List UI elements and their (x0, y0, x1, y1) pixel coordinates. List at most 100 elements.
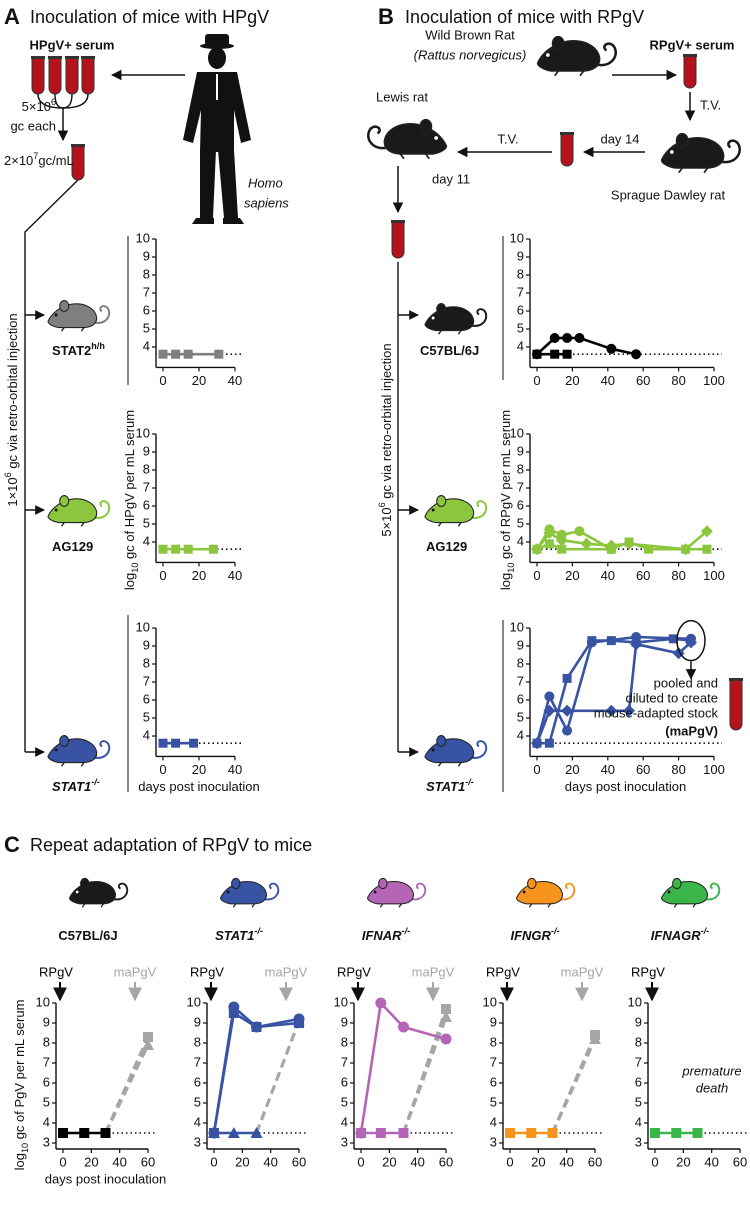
feet (673, 903, 697, 908)
y-tick-label: 7 (517, 284, 524, 299)
mouse-label: IFNAR-/- (362, 926, 410, 943)
y-axis-label-part: log (498, 573, 513, 590)
data-point (623, 704, 636, 717)
data-point (79, 1128, 90, 1138)
eye (431, 508, 435, 512)
data-point (58, 1128, 68, 1138)
data-point (208, 544, 218, 554)
data-point (631, 349, 642, 360)
x-tick-label: 20 (192, 373, 206, 388)
x-tick-label: 20 (565, 762, 579, 777)
data-point (562, 349, 572, 359)
panel-label: B (378, 4, 394, 29)
animal-icon (47, 495, 111, 527)
y-tick-label: 5 (635, 1094, 642, 1109)
x-tick-label: 100 (703, 568, 725, 583)
series-line (535, 635, 692, 744)
mouse-label-part: -/- (465, 777, 474, 787)
data-point (171, 738, 181, 748)
x-tick-label: 0 (506, 1154, 513, 1169)
sample-tube (729, 679, 743, 731)
animal-icon (536, 35, 617, 77)
y-tick-label: 8 (517, 461, 524, 476)
data-point (531, 737, 543, 750)
mouse-label: STAT1-/- (52, 777, 100, 794)
y-tick-label: 7 (143, 284, 150, 299)
data-point (228, 1001, 240, 1013)
y-axis-label-part: gc of RPgV per mL serum (498, 410, 513, 563)
animal-icon (366, 877, 427, 908)
feet (60, 327, 85, 332)
sample-tube (71, 145, 85, 181)
x-tick-label: 0 (533, 762, 540, 777)
y-tick-label: 7 (517, 479, 524, 494)
tail (469, 500, 488, 519)
y-tick-label: 10 (334, 994, 348, 1009)
y-tick-label: 3 (43, 1134, 50, 1149)
y-tick-label: 7 (517, 673, 524, 688)
x-tick-label: 80 (671, 373, 685, 388)
animal-icon (424, 735, 488, 767)
ear (672, 877, 682, 890)
tail (367, 125, 390, 150)
mouse-label-part: IFNGR (510, 928, 551, 943)
y-tick-label: 3 (194, 1134, 201, 1149)
animal-icon (47, 300, 111, 332)
data-point (398, 1021, 409, 1033)
y-tick-label: 4 (517, 338, 524, 353)
data-point (681, 544, 691, 554)
y-tick-label: 7 (194, 1054, 201, 1069)
mouse-label-part: -/- (254, 926, 263, 936)
x-tick-label: 80 (671, 762, 685, 777)
species-genus: Homo (248, 175, 283, 190)
human-silhouette (183, 34, 251, 224)
y-tick-label: 5 (194, 1094, 201, 1109)
series-line (359, 1001, 447, 1134)
route-label-part: 6 (377, 502, 387, 507)
annotation: death (696, 1080, 729, 1095)
data-point (671, 1128, 682, 1138)
mouse-label: IFNAGR-/- (651, 926, 709, 943)
eye (431, 748, 435, 752)
ear (419, 118, 433, 135)
y-tick-label: 10 (136, 230, 150, 245)
y-tick-label: 4 (517, 533, 524, 548)
eye (54, 748, 58, 752)
x-tick-label: 40 (704, 1154, 718, 1169)
x-tick-label: 0 (533, 373, 540, 388)
x-tick-label: 60 (636, 373, 650, 388)
x-tick-label: 40 (559, 1154, 573, 1169)
y-axis-label-part: 10 (130, 563, 140, 573)
ear (436, 495, 447, 507)
pool-line (54, 93, 64, 109)
y-tick-label: 5 (143, 320, 150, 335)
data-point (557, 544, 567, 554)
x-tick-label: 0 (159, 762, 166, 777)
data-point (398, 1128, 409, 1138)
x-tick-label: 60 (636, 568, 650, 583)
species-epithet: sapiens (244, 195, 289, 210)
mouse-label: STAT1-/- (426, 777, 474, 794)
y-tick-label: 7 (635, 1054, 642, 1069)
data-point (561, 704, 574, 717)
route-label-part: 1×10 (5, 477, 20, 506)
mouse-label-part: STAT1 (426, 779, 465, 794)
x-tick-label: 60 (439, 1154, 453, 1169)
y-axis-label-part: gc of PgV per mL serum (12, 1000, 27, 1143)
series-line (255, 1020, 301, 1134)
y-tick-label: 10 (628, 994, 642, 1009)
data-point (532, 544, 542, 554)
annotation-stock: (maPgV) (665, 723, 718, 738)
data-point (692, 1128, 703, 1138)
y-axis-label-part: gc of HPgV per mL serum (122, 410, 137, 563)
tail (594, 42, 617, 67)
mouse-label-part: STAT2 (52, 343, 91, 358)
y-tick-label: 10 (510, 619, 524, 634)
data-point (543, 527, 556, 539)
dose-unit: gc each (10, 118, 56, 133)
inoculum-label: maPgV (412, 964, 455, 979)
x-tick-label: 40 (601, 568, 615, 583)
data-point (580, 537, 593, 550)
y-tick-label: 7 (341, 1054, 348, 1069)
